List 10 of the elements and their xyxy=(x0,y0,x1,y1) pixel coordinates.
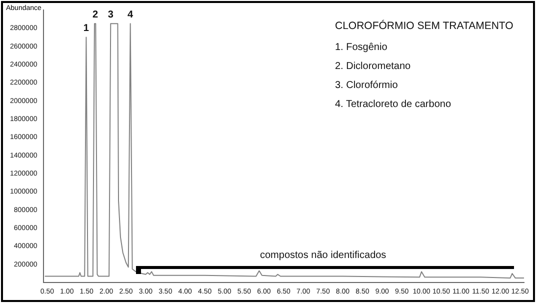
annotation: 2. Diclorometano xyxy=(335,61,412,72)
annotation: 4 xyxy=(128,9,134,20)
annotation: 2 xyxy=(92,9,98,20)
annotation: 3 xyxy=(108,9,114,20)
annotation: 3. Clorofórmio xyxy=(335,80,399,91)
text: CLOROFÓRMIO SEM TRATAMENTO xyxy=(335,20,514,32)
annotation: 1. Fosgênio xyxy=(335,42,388,53)
annotation: 1 xyxy=(83,23,90,34)
annotation: compostos não identificados xyxy=(260,250,386,261)
annotation: 4. Tetracloreto de carbono xyxy=(335,99,452,110)
